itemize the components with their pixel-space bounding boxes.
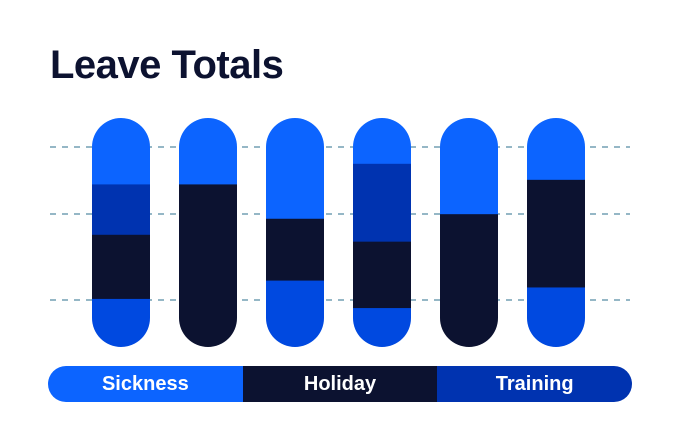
bar-3-segment-unlabeled	[266, 280, 324, 347]
bar-4-segment-unlabeled	[353, 308, 411, 347]
bar-6	[527, 118, 585, 347]
bar-6-segment-holiday	[527, 179, 585, 288]
bar-6-segment-unlabeled	[527, 287, 585, 347]
bar-1-segment-unlabeled	[92, 298, 150, 347]
legend-item-training: Training	[437, 366, 632, 402]
bar-6-segment-sickness	[527, 118, 585, 181]
stacked-bar-chart	[50, 118, 630, 347]
bar-5	[440, 118, 498, 347]
legend-item-sickness: Sickness	[48, 366, 243, 402]
legend-item-holiday: Holiday	[242, 366, 438, 402]
bar-2-segment-sickness	[179, 118, 237, 185]
bar-4-segment-holiday	[353, 241, 411, 309]
bar-2-segment-holiday	[179, 184, 237, 347]
bar-3-segment-sickness	[266, 118, 324, 220]
bar-3-segment-holiday	[266, 218, 324, 282]
bar-1-segment-holiday	[92, 234, 150, 300]
bar-3	[266, 118, 324, 347]
bar-1	[92, 118, 150, 347]
bar-5-segment-holiday	[440, 214, 498, 347]
bar-2	[179, 118, 237, 347]
bar-4-segment-training	[353, 163, 411, 243]
chart-title: Leave Totals	[50, 43, 284, 87]
bar-5-segment-sickness	[440, 118, 498, 215]
bar-4	[353, 118, 411, 347]
bar-4-segment-sickness	[353, 118, 411, 165]
legend: Sickness Holiday Training	[48, 366, 632, 402]
bar-1-segment-training	[92, 184, 150, 236]
bar-1-segment-sickness	[92, 118, 150, 185]
